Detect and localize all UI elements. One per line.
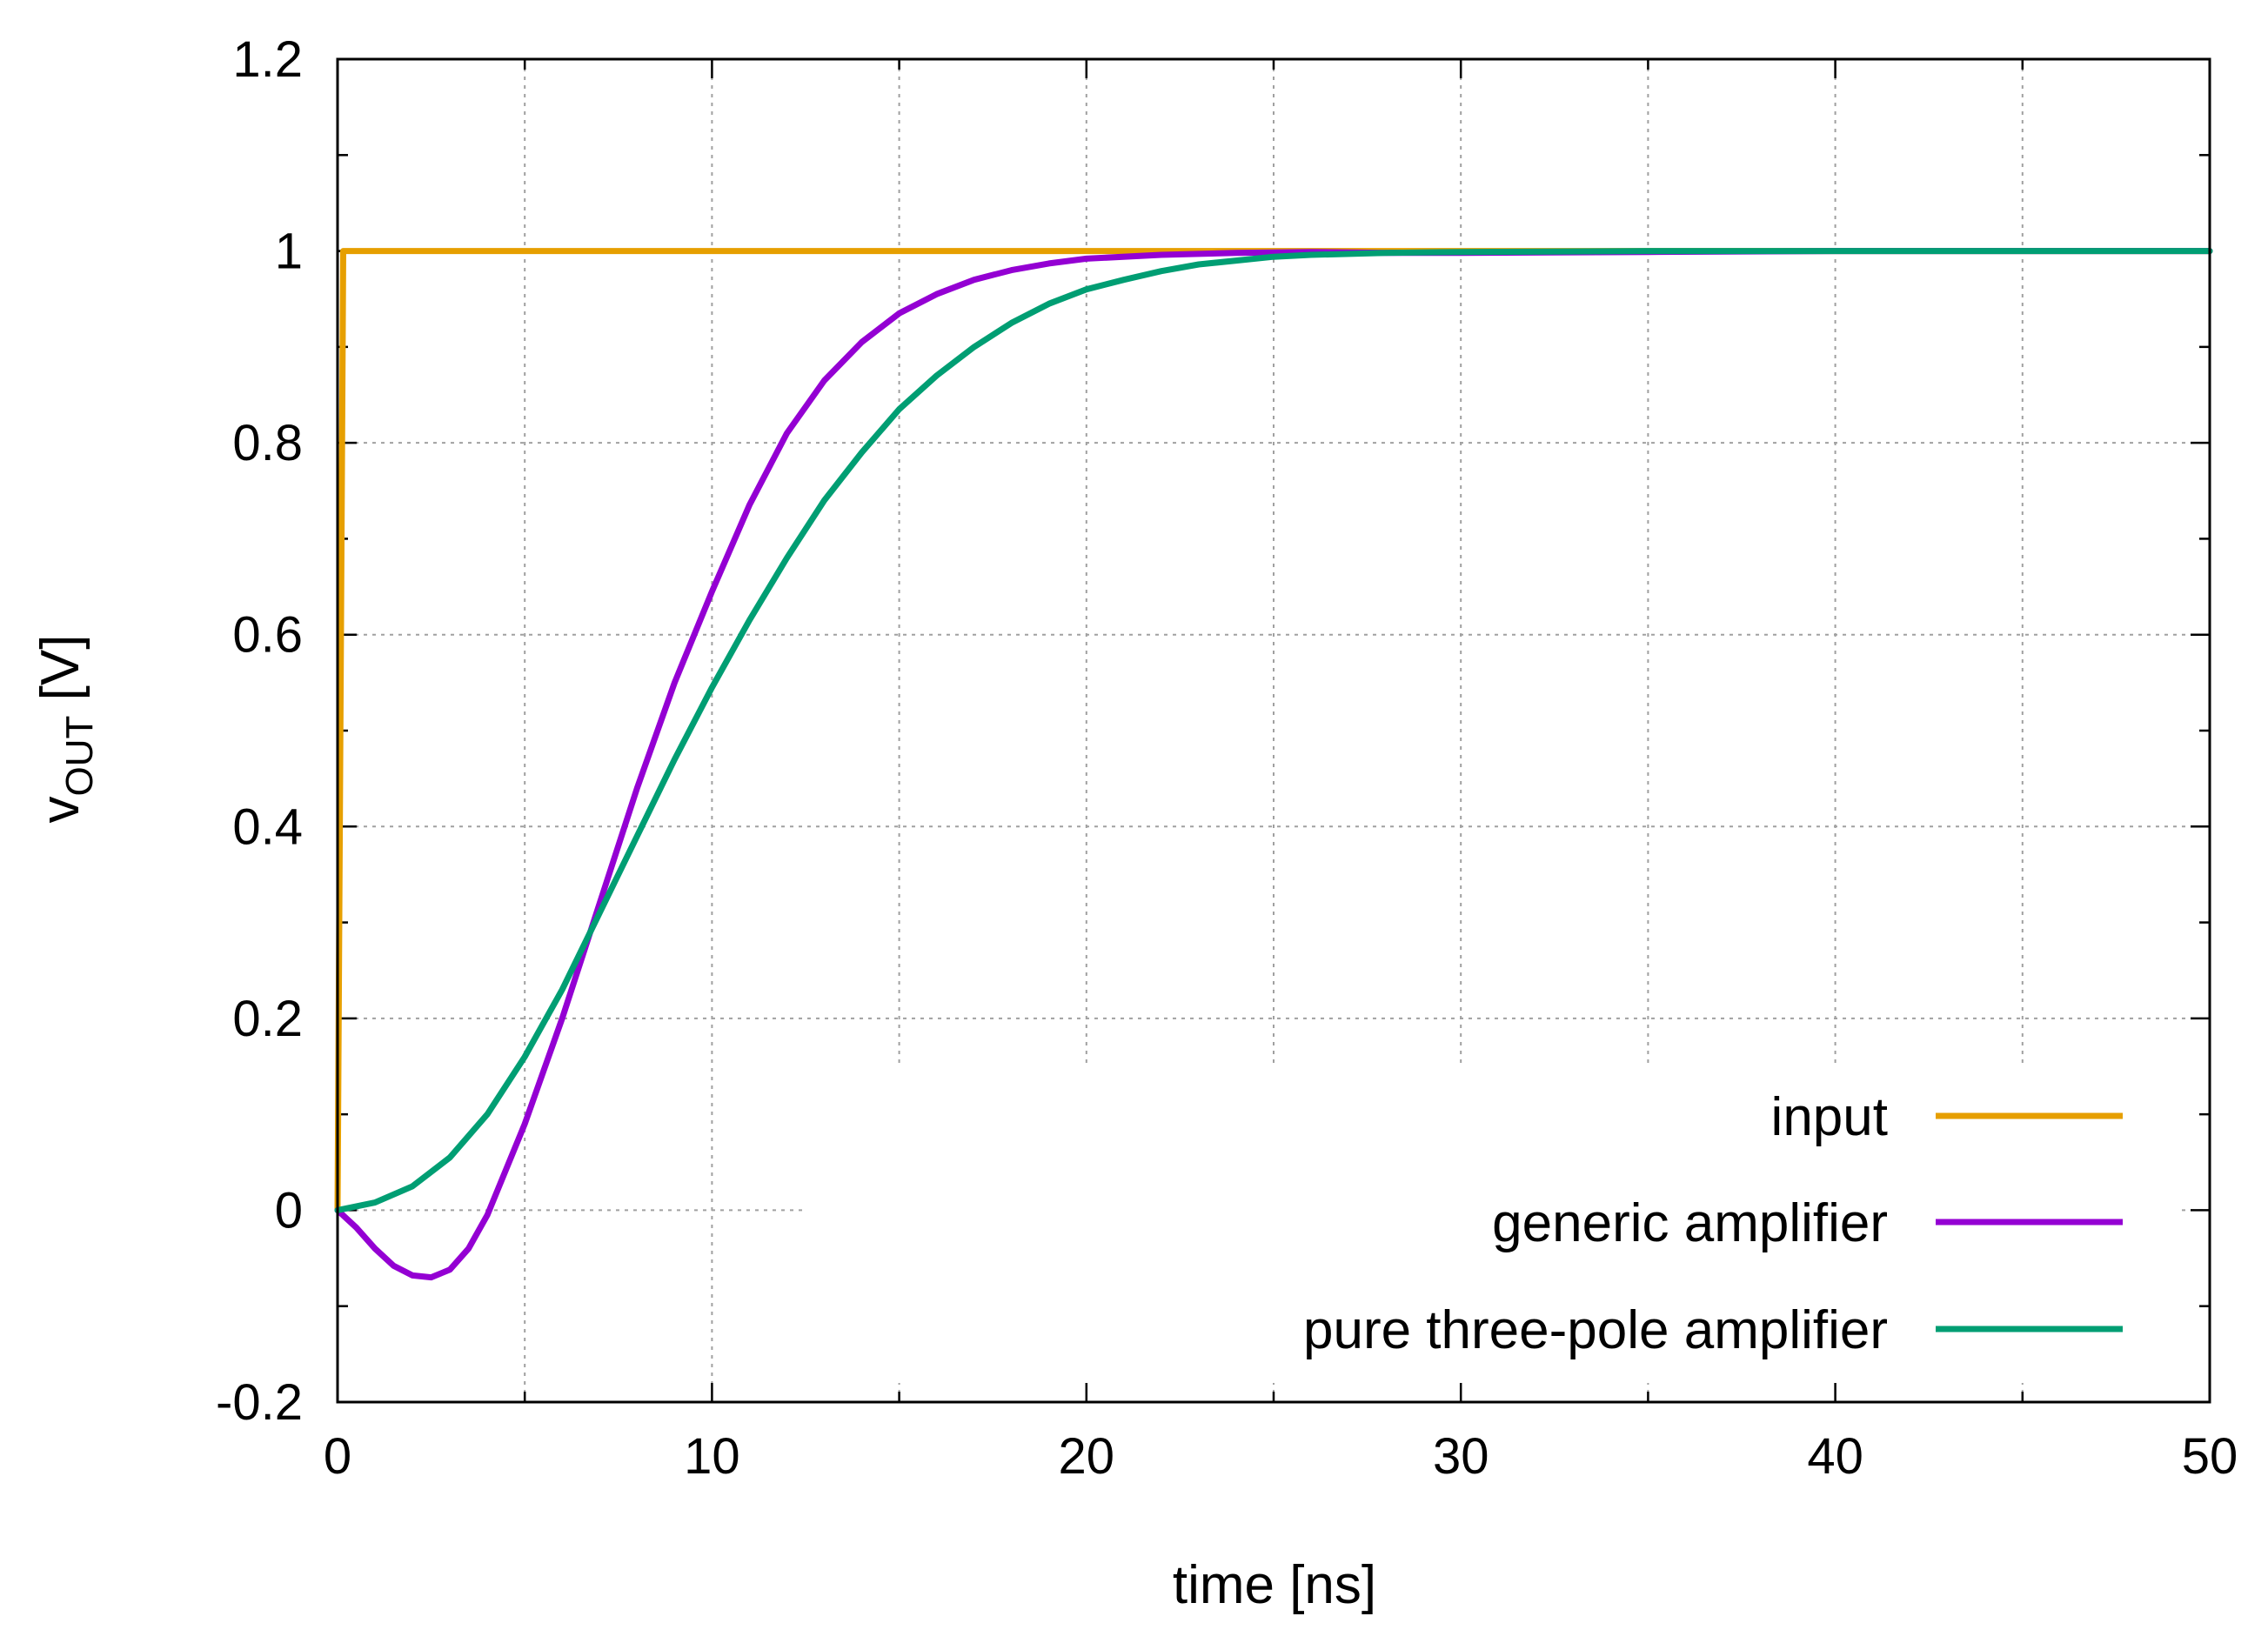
y-tick-label: -0.2	[216, 1374, 303, 1431]
x-tick-labels: 0 10 20 30 40 50	[324, 1428, 2238, 1485]
y-tick-label: 0.2	[232, 991, 303, 1047]
y-tick-label: 0	[275, 1182, 303, 1239]
y-axis-title-unit: [V]	[30, 635, 90, 716]
legend-label-1: input	[1771, 1087, 1888, 1147]
legend: input generic amplifier pure three-pole am…	[1303, 1087, 2123, 1360]
plot-series	[334, 248, 2213, 1281]
x-tick-label: 0	[324, 1428, 351, 1485]
legend-label-2: generic amplifier	[1492, 1193, 1888, 1253]
plot-frame	[336, 57, 2211, 1404]
y-tick-label: 1	[275, 224, 303, 280]
y-tick-label: 1.2	[232, 31, 303, 88]
y-tick-label: 0.4	[232, 798, 303, 855]
x-tick-label: 10	[684, 1428, 740, 1485]
y-tick-labels: -0.2 0 0.2 0.4 0.6 0.8 1 1.2	[216, 31, 303, 1431]
series-line-3	[334, 248, 2213, 1213]
y-tick-label: 0.8	[232, 415, 303, 471]
x-tick-label: 20	[1059, 1428, 1115, 1485]
y-axis-title-subscript: OUT	[58, 716, 101, 797]
x-tick-label: 30	[1433, 1428, 1489, 1485]
y-axis-title-main: v	[30, 796, 90, 823]
y-tick-label: 0.6	[232, 607, 303, 664]
legend-label-3: pure three-pole amplifier	[1303, 1300, 1888, 1360]
x-tick-label: 40	[1807, 1428, 1863, 1485]
x-tick-label: 50	[2182, 1428, 2238, 1485]
y-axis-title: vOUT [V]	[30, 635, 101, 824]
x-axis-title: time [ns]	[1173, 1555, 1376, 1615]
